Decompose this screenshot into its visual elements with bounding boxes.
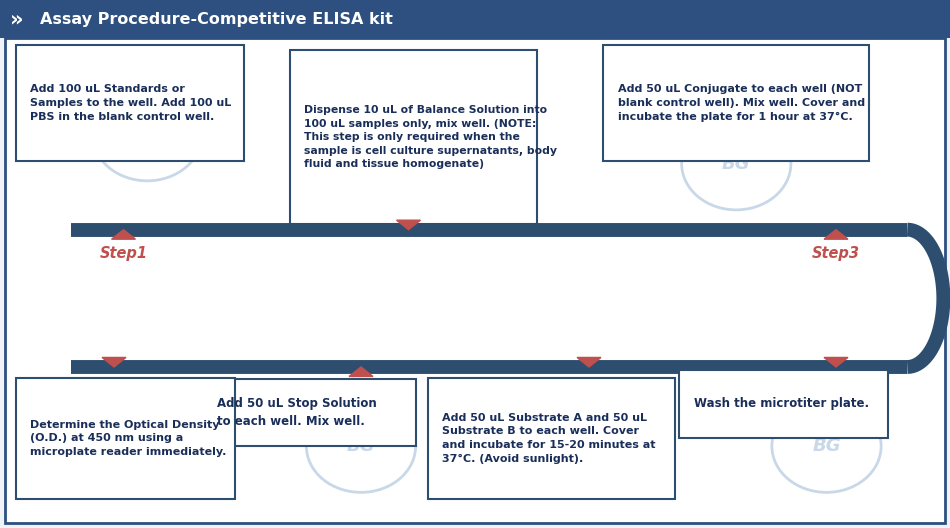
FancyBboxPatch shape [202, 379, 416, 446]
Text: BG: BG [347, 437, 375, 455]
FancyBboxPatch shape [428, 378, 674, 499]
Polygon shape [111, 230, 136, 239]
Text: Add 50 uL Substrate A and 50 uL
Substrate B to each well. Cover
and incubate for: Add 50 uL Substrate A and 50 uL Substrat… [442, 413, 655, 464]
FancyBboxPatch shape [5, 38, 945, 523]
Text: Add 50 uL Stop Solution
to each well. Mix well.: Add 50 uL Stop Solution to each well. Mi… [217, 397, 376, 428]
Polygon shape [396, 220, 421, 230]
Text: Step1: Step1 [100, 246, 147, 261]
Text: Assay Procedure-Competitive ELISA kit: Assay Procedure-Competitive ELISA kit [40, 12, 392, 26]
Polygon shape [0, 0, 385, 38]
FancyBboxPatch shape [603, 45, 869, 161]
Text: »: » [10, 9, 23, 29]
Text: BG: BG [399, 126, 428, 144]
Text: BG: BG [812, 437, 841, 455]
Text: Dispense 10 uL of Balance Solution into
100 uL samples only, mix well. (NOTE:
Th: Dispense 10 uL of Balance Solution into … [304, 105, 557, 169]
FancyBboxPatch shape [0, 0, 950, 38]
FancyBboxPatch shape [290, 50, 537, 224]
Polygon shape [349, 367, 373, 376]
Polygon shape [102, 357, 126, 367]
Text: Determine the Optical Density
(O.D.) at 450 nm using a
microplate reader immedia: Determine the Optical Density (O.D.) at … [30, 420, 227, 457]
FancyBboxPatch shape [16, 45, 244, 161]
Polygon shape [577, 357, 601, 367]
Text: Step4: Step4 [812, 386, 860, 401]
Polygon shape [824, 230, 848, 239]
Text: BG: BG [100, 437, 128, 455]
Polygon shape [824, 357, 848, 367]
Text: Add 50 uL Conjugate to each well (NOT
blank control well). Mix well. Cover and
i: Add 50 uL Conjugate to each well (NOT bl… [618, 84, 864, 121]
Text: Step2: Step2 [385, 199, 432, 213]
Text: BG: BG [133, 126, 162, 144]
Text: BG: BG [722, 155, 750, 173]
Text: Step5: Step5 [565, 386, 613, 401]
Text: BG: BG [537, 437, 565, 455]
Text: Step3: Step3 [812, 246, 860, 261]
Text: Step7: Step7 [90, 386, 138, 401]
FancyBboxPatch shape [679, 370, 888, 438]
Text: Wash the microtiter plate.: Wash the microtiter plate. [694, 398, 868, 410]
FancyBboxPatch shape [16, 378, 235, 499]
Text: Step6: Step6 [337, 386, 385, 401]
Text: Add 100 uL Standards or
Samples to the well. Add 100 uL
PBS in the blank control: Add 100 uL Standards or Samples to the w… [30, 84, 232, 121]
